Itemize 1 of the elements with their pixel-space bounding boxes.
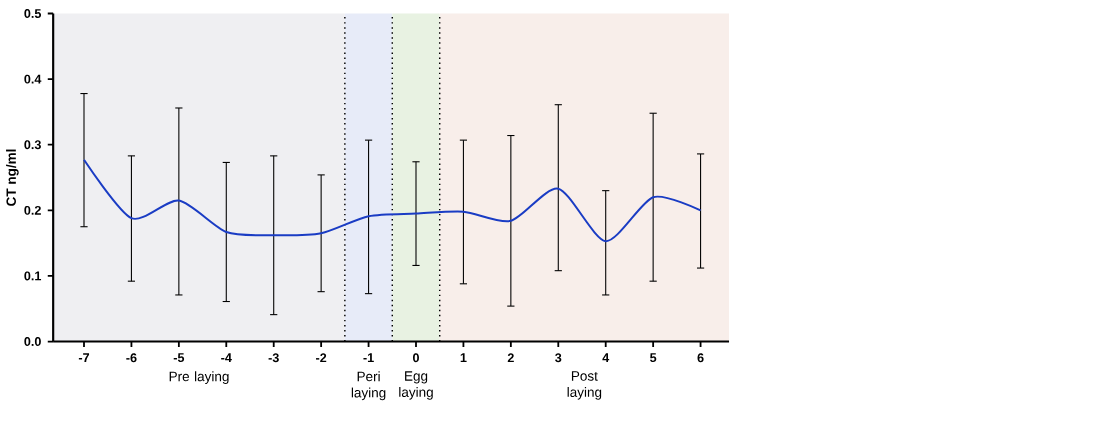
line-series bbox=[83, 158, 702, 242]
